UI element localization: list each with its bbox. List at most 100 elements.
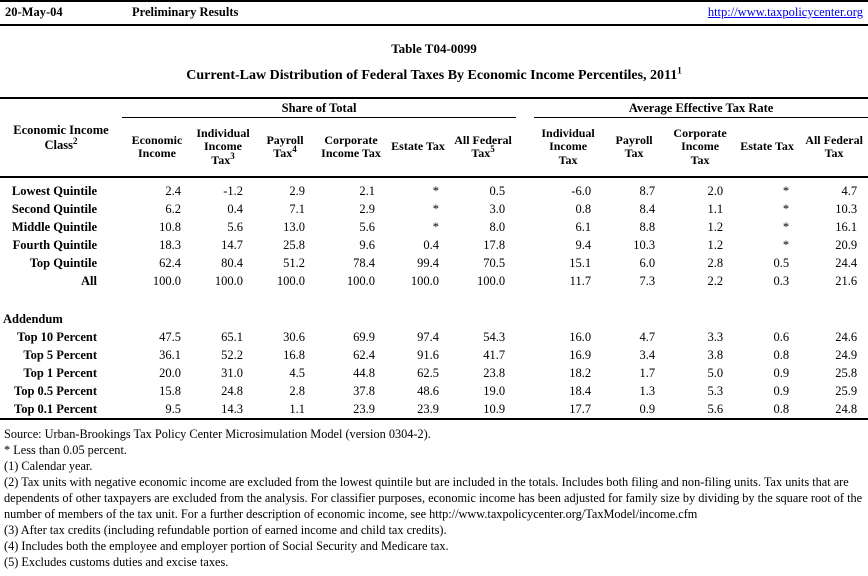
value-cell: 7.3	[639, 274, 656, 288]
value-cell: 9.4	[575, 238, 592, 252]
class-footnote-marker: 2	[72, 135, 78, 146]
value-cell: 2.9	[289, 184, 305, 198]
column-footnote-marker: 5	[490, 144, 495, 154]
tax-distribution-table: Economic Income Class2 Share of Total Av…	[0, 97, 868, 420]
gap-cell	[516, 346, 534, 364]
table-row: Top 5 Percent 36.1 52.2 16.8 62.4 91.6 41.7 16.…	[0, 346, 868, 364]
value-cell: 2.1	[359, 184, 375, 198]
table-row: Top Quintile 62.4 80.4 51.2 78.4 99.4 70.5 15.1…	[0, 254, 868, 272]
value-cell: 24.6	[835, 330, 858, 344]
rate-column-header: Estate Tax	[734, 117, 801, 178]
rate-column-header: All Federal Tax	[800, 117, 868, 178]
value-cell: 3.0	[489, 202, 506, 216]
row-label: Middle Quintile	[11, 220, 97, 234]
share-column-header: Estate Tax	[386, 117, 450, 178]
report-date: 20-May-04	[5, 5, 63, 19]
column-header-row: Economic Income Individual Income Tax3 Payrol…	[0, 117, 868, 178]
share-of-total-group-header: Share of Total	[122, 98, 517, 118]
value-cell: 0.5	[773, 256, 790, 270]
footnote: (3) After tax credits (including refunda…	[4, 523, 447, 537]
value-cell: 24.8	[221, 384, 243, 398]
value-cell: 30.6	[283, 330, 305, 344]
value-cell: 2.0	[707, 184, 724, 198]
gap-cell	[516, 218, 534, 236]
row-label: Top 10 Percent	[17, 330, 97, 344]
share-column-header: Corporate Income Tax	[316, 117, 386, 178]
value-cell: 0.8	[575, 202, 592, 216]
value-cell: 80.4	[221, 256, 243, 270]
value-cell: 16.8	[283, 348, 305, 362]
value-cell: 8.0	[489, 220, 506, 234]
value-cell: 19.0	[483, 384, 506, 398]
value-cell: 25.9	[835, 384, 858, 398]
row-label: Top 5 Percent	[23, 348, 97, 362]
value-cell: 0.8	[773, 402, 790, 416]
value-cell: 48.6	[417, 384, 439, 398]
value-cell: 10.9	[483, 402, 506, 416]
preliminary-status-label: Preliminary Results	[132, 5, 239, 19]
value-cell: 1.1	[707, 202, 724, 216]
value-cell: 62.5	[417, 366, 439, 380]
value-cell: 14.7	[221, 238, 243, 252]
table-row: Middle Quintile 10.8 5.6 13.0 5.6 * 8.0 6.1 8.8 1…	[0, 218, 868, 236]
value-cell: 15.1	[569, 256, 592, 270]
value-cell: 0.9	[773, 384, 790, 398]
value-cell: 65.1	[221, 330, 243, 344]
value-cell: 18.2	[569, 366, 592, 380]
column-footnote-marker: 4	[292, 144, 297, 154]
value-cell: 52.2	[221, 348, 243, 362]
value-cell: -1.2	[223, 184, 243, 198]
table-row: Top 10 Percent 47.5 65.1 30.6 69.9 97.4 54.3 16…	[0, 328, 868, 346]
gap-cell	[516, 328, 534, 346]
table-row: Fourth Quintile 18.3 14.7 25.8 9.6 0.4 17.8 9.4…	[0, 236, 868, 254]
value-cell: 4.5	[289, 366, 305, 380]
value-cell: 20.9	[835, 238, 858, 252]
rate-column-header: Payroll Tax	[602, 117, 667, 178]
value-cell: 8.4	[639, 202, 656, 216]
value-cell: 3.4	[639, 348, 656, 362]
row-label: Second Quintile	[11, 202, 97, 216]
value-cell: 10.8	[159, 220, 181, 234]
gap-cell	[516, 272, 534, 290]
value-cell: 100.0	[276, 274, 305, 288]
subtitle-footnote-marker: 1	[677, 65, 682, 76]
top-header-bar: 20-May-04 Preliminary Results http://www…	[0, 0, 868, 26]
value-cell: 8.7	[639, 184, 656, 198]
taxpolicycenter-link[interactable]: http://www.taxpolicycenter.org	[707, 5, 863, 19]
value-cell: 70.5	[483, 256, 506, 270]
value-cell: 14.3	[221, 402, 243, 416]
value-cell: 25.8	[835, 366, 858, 380]
value-cell: 2.8	[289, 384, 305, 398]
value-cell: 21.6	[835, 274, 858, 288]
gap-cell	[516, 382, 534, 400]
addendum-header-row: Addendum	[0, 310, 868, 328]
value-cell: 4.7	[639, 330, 656, 344]
value-cell: 100.0	[410, 274, 439, 288]
row-label: Fourth Quintile	[12, 238, 97, 252]
table-body: Lowest Quintile 2.4 -1.2 2.9 2.1 * 0.5 -6.0 8.7 2…	[0, 177, 868, 419]
value-cell: 24.9	[835, 348, 858, 362]
value-cell: 1.2	[707, 238, 724, 252]
value-cell: 100.0	[152, 274, 181, 288]
value-cell: 36.1	[159, 348, 181, 362]
row-label: Top 1 Percent	[23, 366, 97, 380]
value-cell: 78.4	[353, 256, 375, 270]
value-cell: *	[782, 220, 790, 234]
value-cell: *	[782, 238, 790, 252]
gap-cell	[516, 254, 534, 272]
value-cell: 11.7	[569, 274, 592, 288]
table-row: All 100.0 100.0 100.0 100.0 100.0 100.0 11.7 7.3…	[0, 272, 868, 290]
value-cell: 1.3	[639, 384, 656, 398]
value-cell: 16.9	[569, 348, 592, 362]
value-cell: 99.4	[417, 256, 439, 270]
value-cell: 1.1	[289, 402, 305, 416]
value-cell: 0.3	[773, 274, 790, 288]
value-cell: 18.4	[569, 384, 592, 398]
value-cell: 1.7	[639, 366, 656, 380]
value-cell: 2.9	[359, 202, 375, 216]
group-gap-column	[516, 98, 535, 178]
row-label: Top 0.5 Percent	[14, 384, 97, 398]
value-cell: 5.0	[707, 366, 724, 380]
value-cell: *	[782, 202, 790, 216]
group-header-row: Economic Income Class2 Share of Total Av…	[0, 98, 868, 178]
